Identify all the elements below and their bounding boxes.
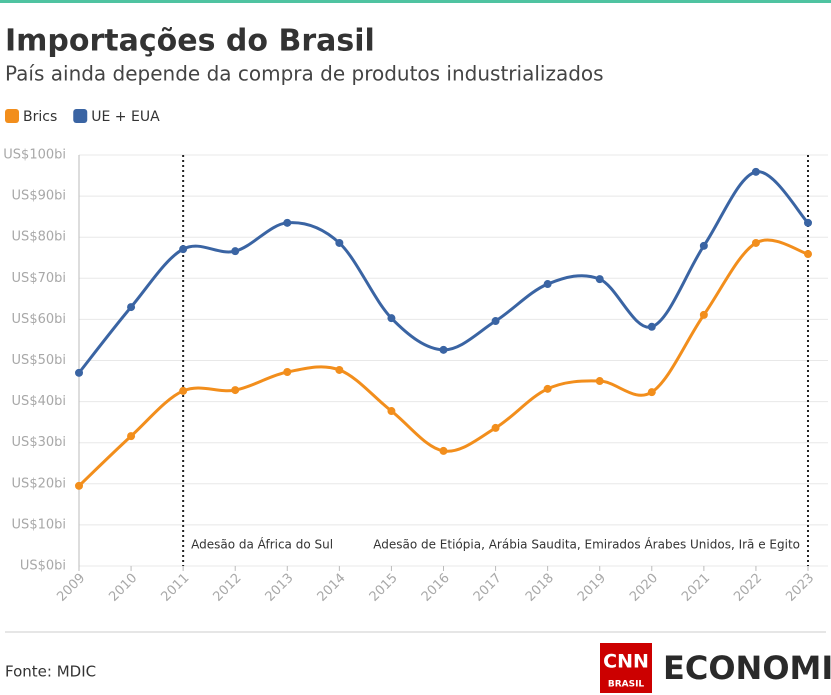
- x-tick-label: 2015: [367, 571, 401, 605]
- logo-section: ECONOMIA: [663, 649, 831, 687]
- data-point: [179, 245, 188, 254]
- data-point: [595, 377, 604, 386]
- data-point: [647, 388, 656, 397]
- x-tick-label: 2010: [106, 571, 140, 605]
- x-tick-label: 2018: [523, 571, 557, 605]
- data-point: [231, 386, 240, 395]
- data-point: [283, 218, 292, 227]
- x-tick-label: 2014: [315, 571, 349, 605]
- source: Fonte: MDIC: [5, 663, 96, 681]
- x-tick-label: 2021: [679, 571, 713, 605]
- y-tick-label: US$40bi: [12, 394, 66, 409]
- logo-region: BRASIL: [608, 680, 645, 690]
- x-tick-label: 2017: [471, 571, 505, 605]
- y-tick-label: US$20bi: [12, 476, 66, 491]
- data-point: [595, 275, 604, 284]
- x-tick-label: 2011: [158, 571, 192, 605]
- logo-brand: CNN: [603, 651, 649, 673]
- data-point: [127, 432, 136, 441]
- x-tick-label: 2013: [263, 571, 297, 605]
- data-point: [491, 423, 500, 432]
- data-point: [387, 407, 396, 416]
- y-tick-label: US$70bi: [12, 271, 66, 286]
- chart-title: Importações do Brasil: [5, 24, 375, 59]
- data-point: [75, 368, 83, 377]
- data-point: [179, 386, 188, 395]
- data-point: [751, 238, 760, 247]
- y-tick-label: US$30bi: [12, 435, 66, 450]
- x-tick-label: 2023: [783, 571, 817, 605]
- data-point: [647, 322, 656, 331]
- data-point: [335, 365, 344, 374]
- series-line: [77, 170, 810, 374]
- chart-subtitle: País ainda depende da compra de produtos…: [5, 62, 604, 86]
- data-point: [543, 384, 552, 393]
- top-bar: [0, 0, 831, 3]
- data-point: [387, 314, 396, 323]
- legend-swatch: [5, 109, 19, 123]
- data-point: [439, 446, 448, 455]
- y-tick-label: US$10bi: [12, 517, 66, 532]
- y-tick-label: US$50bi: [12, 353, 66, 368]
- annotation-text: Adesão da África do Sul: [191, 537, 333, 552]
- legend-swatch: [73, 109, 88, 123]
- y-tick-label: US$80bi: [12, 230, 66, 245]
- x-tick-label: 2009: [54, 571, 88, 605]
- legend-label: UE + EUA: [91, 109, 160, 125]
- data-point: [804, 250, 812, 259]
- y-tick-label: US$100bi: [3, 148, 66, 163]
- data-point: [491, 317, 500, 326]
- y-tick-label: US$90bi: [12, 189, 66, 204]
- data-point: [283, 368, 292, 377]
- x-tick-label: 2019: [575, 571, 609, 605]
- data-point: [804, 218, 812, 227]
- y-tick-label: US$60bi: [12, 312, 66, 327]
- data-point: [127, 303, 136, 312]
- annotation-text: Adesão de Etiópia, Arábia Saudita, Emira…: [373, 537, 800, 552]
- data-point: [439, 345, 448, 354]
- logo-box: [600, 643, 652, 693]
- data-point: [699, 241, 708, 250]
- data-point: [75, 481, 83, 490]
- data-point: [543, 280, 552, 289]
- x-tick-label: 2016: [419, 571, 453, 605]
- x-tick-label: 2020: [627, 571, 661, 605]
- data-point: [231, 247, 240, 256]
- x-tick-label: 2022: [731, 571, 765, 605]
- y-tick-label: US$0bi: [20, 559, 66, 574]
- legend-label: Brics: [23, 109, 57, 125]
- x-tick-label: 2012: [211, 571, 245, 605]
- data-point: [751, 167, 760, 176]
- data-point: [335, 238, 344, 247]
- data-point: [699, 310, 708, 319]
